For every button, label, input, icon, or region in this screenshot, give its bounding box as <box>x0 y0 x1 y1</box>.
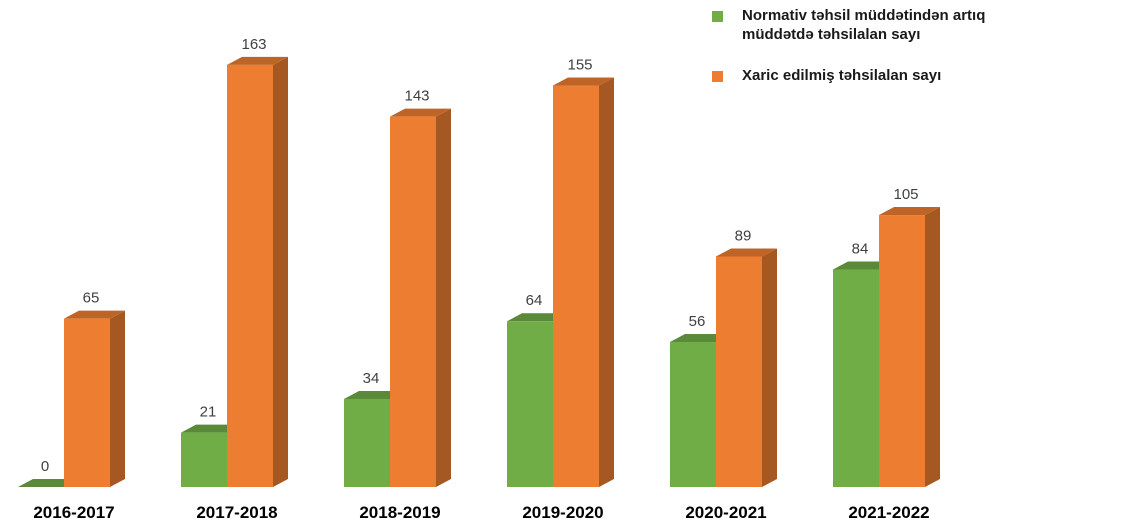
value-label: 163 <box>241 36 266 53</box>
bar-top <box>833 261 894 270</box>
bar <box>553 85 599 488</box>
value-label: 64 <box>526 292 543 309</box>
legend-item: Xaric edilmiş təhsilalan sayı <box>712 66 1042 85</box>
bar-top <box>181 424 242 433</box>
bar <box>879 215 925 488</box>
bar <box>64 318 110 487</box>
legend-swatch <box>712 11 723 22</box>
bar-side <box>436 108 451 487</box>
bar-top <box>390 108 451 117</box>
bar-side <box>925 207 940 488</box>
bar-top <box>344 390 405 399</box>
bar <box>227 64 273 487</box>
legend-label: Normativ təhsil müddətindən artıq müddət… <box>742 7 986 43</box>
bar-top <box>553 77 614 86</box>
x-tick-label: 2017-2018 <box>196 503 277 522</box>
value-label: 0 <box>41 458 49 475</box>
x-tick-label: 2020-2021 <box>685 503 766 522</box>
bar-top <box>670 333 731 342</box>
bar-side <box>273 56 288 487</box>
value-label: 65 <box>83 290 100 307</box>
bar-side <box>110 310 125 487</box>
x-tick-label: 2016-2017 <box>33 503 114 522</box>
value-label: 56 <box>689 313 706 330</box>
value-label: 105 <box>893 186 918 203</box>
bar <box>507 321 553 487</box>
value-label: 34 <box>363 370 380 387</box>
x-tick-label: 2021-2022 <box>848 503 929 522</box>
bar-top <box>507 313 568 322</box>
value-label: 155 <box>567 57 592 74</box>
bar-side <box>762 248 777 487</box>
value-label: 84 <box>852 240 869 257</box>
bar-top <box>227 56 288 65</box>
value-label: 21 <box>200 404 217 421</box>
bar <box>344 398 390 487</box>
bar-top <box>64 310 125 319</box>
bar <box>181 432 227 487</box>
value-label: 89 <box>735 227 752 244</box>
bar-side <box>599 77 614 488</box>
legend-swatch <box>712 71 723 82</box>
bar <box>670 341 716 487</box>
bar-top <box>879 207 940 216</box>
bar <box>716 256 762 487</box>
legend: Normativ təhsil müddətindən artıq müddət… <box>712 6 1132 107</box>
bar <box>390 116 436 487</box>
x-tick-label: 2019-2020 <box>522 503 603 522</box>
bar-top <box>716 248 777 257</box>
legend-label: Xaric edilmiş təhsilalan sayı <box>742 67 942 84</box>
x-tick-label: 2018-2019 <box>359 503 440 522</box>
legend-item: Normativ təhsil müddətindən artıq müddət… <box>712 6 1042 44</box>
bar <box>833 269 879 487</box>
bar-top <box>18 479 79 487</box>
value-label: 143 <box>404 88 429 105</box>
